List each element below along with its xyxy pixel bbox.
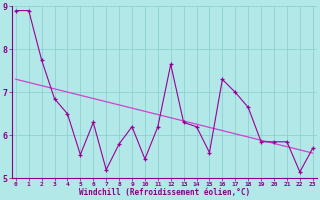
X-axis label: Windchill (Refroidissement éolien,°C): Windchill (Refroidissement éolien,°C) (79, 188, 250, 197)
